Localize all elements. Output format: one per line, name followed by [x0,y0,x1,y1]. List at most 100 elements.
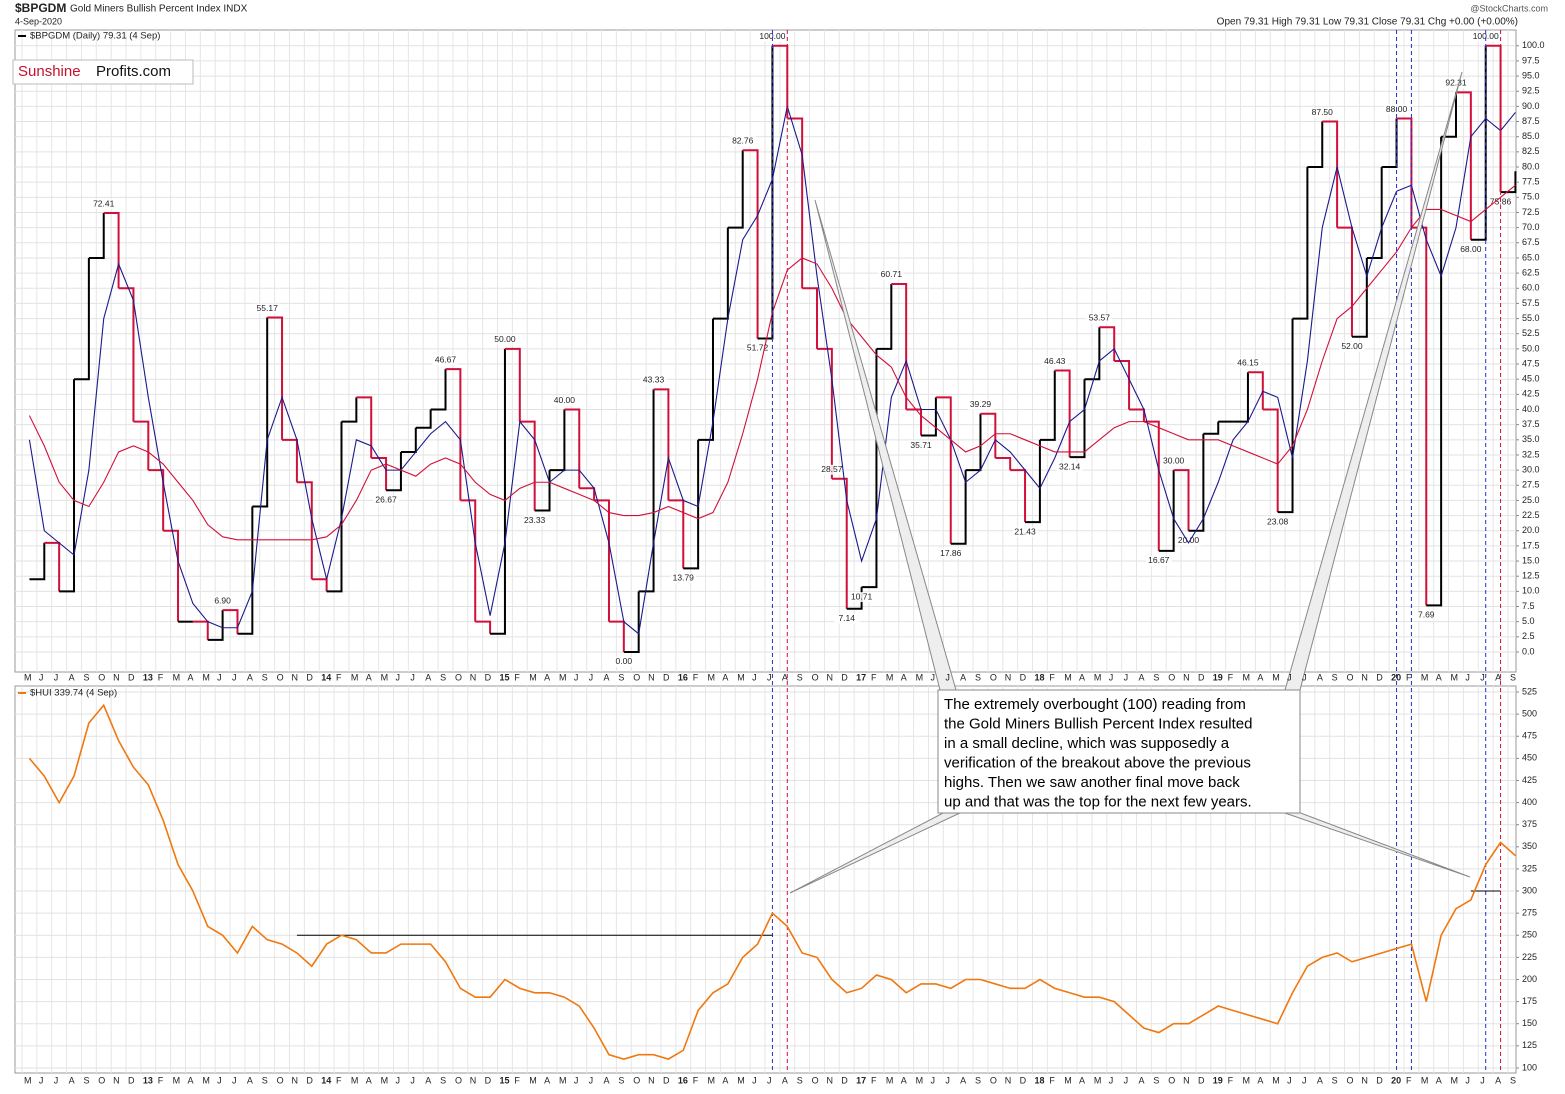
index-step [683,439,700,570]
value-label-bg [1338,341,1365,352]
x-tick-label: 14 [321,672,331,682]
x-tick-label: O [455,1075,462,1085]
value-label-bg [432,355,459,366]
y-tick-label: 200 [1522,974,1537,984]
value-label: 0.00 [616,656,633,666]
x-tick-label: M [1272,672,1280,682]
value-label: 39.29 [970,399,992,409]
index-step [742,149,759,339]
x-tick-label: F [336,672,342,682]
callout-line: in a small decline, which was supposedly… [944,735,1230,752]
x-tick-label: J [217,672,222,682]
value-label-bg [1012,527,1039,538]
index-step [267,316,284,440]
x-tick-label: F [871,672,877,682]
value-label-bg [1086,313,1113,324]
index-step [207,610,224,641]
logo-part1: Sunshine [18,63,81,80]
index-step [1307,121,1324,169]
y-tick-label: 12.5 [1522,571,1540,581]
callout-line: verification of the breakout above the p… [944,754,1251,771]
x-tick-label: A [1079,1075,1085,1085]
quote: Open 79.31 High 79.31 Low 79.31 Close 79… [1217,17,1518,28]
x-tick-label: S [1332,1075,1338,1085]
value-label-bg [1234,358,1261,369]
index-step [460,499,477,622]
x-tick-label: J [217,1075,222,1085]
x-tick-label: A [187,672,193,682]
x-tick-label: S [975,672,981,682]
index-step [1351,257,1368,338]
x-tick-label: A [544,1075,550,1085]
x-tick-label: A [366,1075,372,1085]
value-label: 68.00 [1460,244,1482,254]
x-tick-label: 14 [321,1075,331,1085]
index-step [653,388,670,501]
y-tick-label: 20.0 [1522,525,1540,535]
x-tick-label: 20 [1391,672,1401,682]
y-tick-label: 300 [1522,885,1537,895]
x-tick-label: N [1005,672,1012,682]
x-tick-label: M [381,672,389,682]
date: 4-Sep-2020 [15,16,62,26]
x-tick-label: J [410,672,415,682]
y-tick-label: 77.5 [1522,177,1540,187]
x-tick-label: D [1198,672,1205,682]
x-tick-label: J [752,672,757,682]
index-step [831,477,848,609]
index-step [950,470,967,545]
x-tick-label: M [1243,672,1251,682]
x-tick-label: N [113,1075,120,1085]
index-step [504,347,521,422]
x-tick-label: M [351,1075,359,1085]
index-step [802,287,819,349]
x-tick-label: A [1317,672,1323,682]
y-tick-label: 5.0 [1522,616,1535,626]
x-tick-label: J [767,672,772,682]
x-tick-label: O [455,672,462,682]
x-tick-label: S [262,672,268,682]
x-tick-label: M [1064,672,1072,682]
value-label: 23.08 [1267,516,1289,526]
value-label: 82.76 [732,136,754,146]
x-tick-label: N [1361,672,1368,682]
x-tick-label: N [113,672,120,682]
value-label: 10.71 [851,591,873,601]
x-tick-label: J [1124,1075,1129,1085]
value-label-bg [848,592,875,603]
x-tick-label: M [559,672,567,682]
index-step [1500,171,1517,194]
x-tick-label: O [1168,1075,1175,1085]
y-tick-label: 55.0 [1522,313,1540,323]
x-tick-label: D [1376,672,1383,682]
x-tick-label: N [1005,1075,1012,1085]
value-label: 43.33 [643,375,665,385]
x-tick-label: J [396,672,401,682]
x-tick-label: M [1421,672,1429,682]
y-tick-label: 475 [1522,731,1537,741]
value-label: 46.15 [1237,357,1259,367]
index-step [1039,370,1056,441]
x-tick-label: 13 [143,672,153,682]
x-tick-label: O [1168,672,1175,682]
y-tick-label: 60.0 [1522,283,1540,293]
x-tick-label: F [1406,672,1412,682]
value-label-bg [551,395,578,406]
value-label-bg [1041,356,1068,367]
value-label-bg [744,343,771,354]
x-tick-label: M [1094,672,1102,682]
x-tick-label: M [202,1075,210,1085]
index-step [1441,92,1457,138]
y-tick-label: 95.0 [1522,70,1540,80]
x-tick-label: 15 [500,672,510,682]
x-tick-label: D [306,1075,313,1085]
x-tick-label: J [396,1075,401,1085]
value-label: 46.67 [435,354,457,364]
x-tick-label: A [901,1075,907,1085]
index-step [59,379,76,593]
x-tick-label: D [841,672,848,682]
x-tick-label: 17 [856,672,866,682]
x-tick-label: A [901,672,907,682]
price-line [28,703,1516,1060]
y-tick-label: 250 [1522,930,1537,940]
